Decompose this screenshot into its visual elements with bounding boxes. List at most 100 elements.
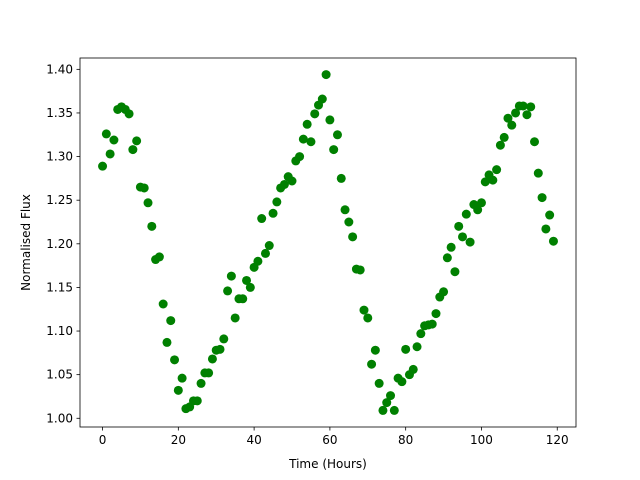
data-point (204, 368, 214, 378)
data-point (363, 313, 373, 323)
data-point (279, 179, 289, 189)
data-point (382, 398, 392, 408)
data-point (332, 130, 342, 140)
x-tick-label: 100 (470, 433, 493, 447)
data-point (492, 165, 502, 175)
data-point (541, 224, 551, 234)
data-point (518, 101, 528, 111)
x-tick-label: 20 (171, 433, 186, 447)
data-point (431, 309, 441, 319)
data-point (196, 378, 206, 388)
x-tick-label: 60 (322, 433, 337, 447)
data-point (223, 286, 233, 296)
data-point (359, 305, 369, 315)
data-point (511, 108, 521, 118)
data-point (162, 337, 172, 347)
data-point (98, 161, 108, 171)
data-point (226, 271, 236, 281)
data-point (533, 168, 543, 178)
y-tick-label: 1.15 (46, 280, 73, 294)
data-point (268, 208, 278, 218)
data-point (348, 232, 358, 242)
data-point (321, 70, 331, 80)
data-point (295, 152, 305, 162)
data-point (253, 256, 263, 266)
data-point (238, 294, 248, 304)
data-point (397, 377, 407, 387)
data-point (503, 113, 513, 123)
data-point (526, 102, 536, 112)
data-point (272, 197, 282, 207)
data-point (461, 209, 471, 219)
y-tick-label: 1.20 (46, 237, 73, 251)
data-point (340, 205, 350, 215)
data-point (408, 364, 418, 374)
data-point (173, 385, 183, 395)
y-tick-label: 1.10 (46, 324, 73, 338)
data-point (495, 140, 505, 150)
data-point (465, 237, 475, 247)
data-point (367, 359, 377, 369)
data-point (507, 120, 517, 130)
data-point (132, 136, 142, 146)
data-point (219, 334, 229, 344)
data-point (139, 183, 149, 193)
data-point (499, 132, 509, 142)
y-axis-label: Normalised Flux (19, 194, 33, 291)
axes-frame (79, 57, 577, 428)
data-point (128, 145, 138, 155)
data-point (143, 198, 153, 208)
data-point (446, 242, 456, 252)
data-point (302, 119, 312, 129)
data-point (458, 232, 468, 242)
data-point (306, 137, 316, 147)
data-point (257, 214, 267, 224)
data-point (154, 252, 164, 262)
data-point (389, 405, 399, 415)
data-point (147, 221, 157, 231)
data-point (454, 221, 464, 231)
data-point (192, 396, 202, 406)
data-point (412, 342, 422, 352)
y-tick-label: 1.30 (46, 150, 73, 164)
data-point (264, 241, 274, 251)
data-point (109, 135, 119, 145)
data-point (336, 173, 346, 183)
data-point (522, 110, 532, 120)
data-point (287, 176, 297, 186)
y-tick-label: 1.35 (46, 106, 73, 120)
data-point (317, 94, 327, 104)
data-point (124, 109, 134, 119)
data-point (215, 344, 225, 354)
data-point (488, 175, 498, 185)
data-point (473, 205, 483, 215)
data-point (177, 373, 187, 383)
data-point (329, 145, 339, 155)
y-tick-label: 1.40 (46, 62, 73, 76)
data-point (355, 265, 365, 275)
y-tick-label: 1.05 (46, 368, 73, 382)
data-point (105, 149, 115, 159)
data-point (344, 217, 354, 227)
data-point (476, 198, 486, 208)
data-point (537, 193, 547, 203)
data-point (442, 253, 452, 263)
x-tick-label: 0 (99, 433, 107, 447)
data-point (170, 355, 180, 365)
data-point (374, 378, 384, 388)
data-point (260, 248, 270, 258)
y-tick-label: 1.00 (46, 411, 73, 425)
data-point (245, 282, 255, 292)
data-point (101, 129, 111, 139)
data-point (370, 345, 380, 355)
data-point (242, 275, 252, 285)
x-tick-label: 40 (246, 433, 261, 447)
data-point (298, 134, 308, 144)
data-point (386, 391, 396, 401)
data-point (548, 236, 558, 246)
data-point (450, 267, 460, 277)
data-point (545, 210, 555, 220)
data-point (166, 316, 176, 326)
